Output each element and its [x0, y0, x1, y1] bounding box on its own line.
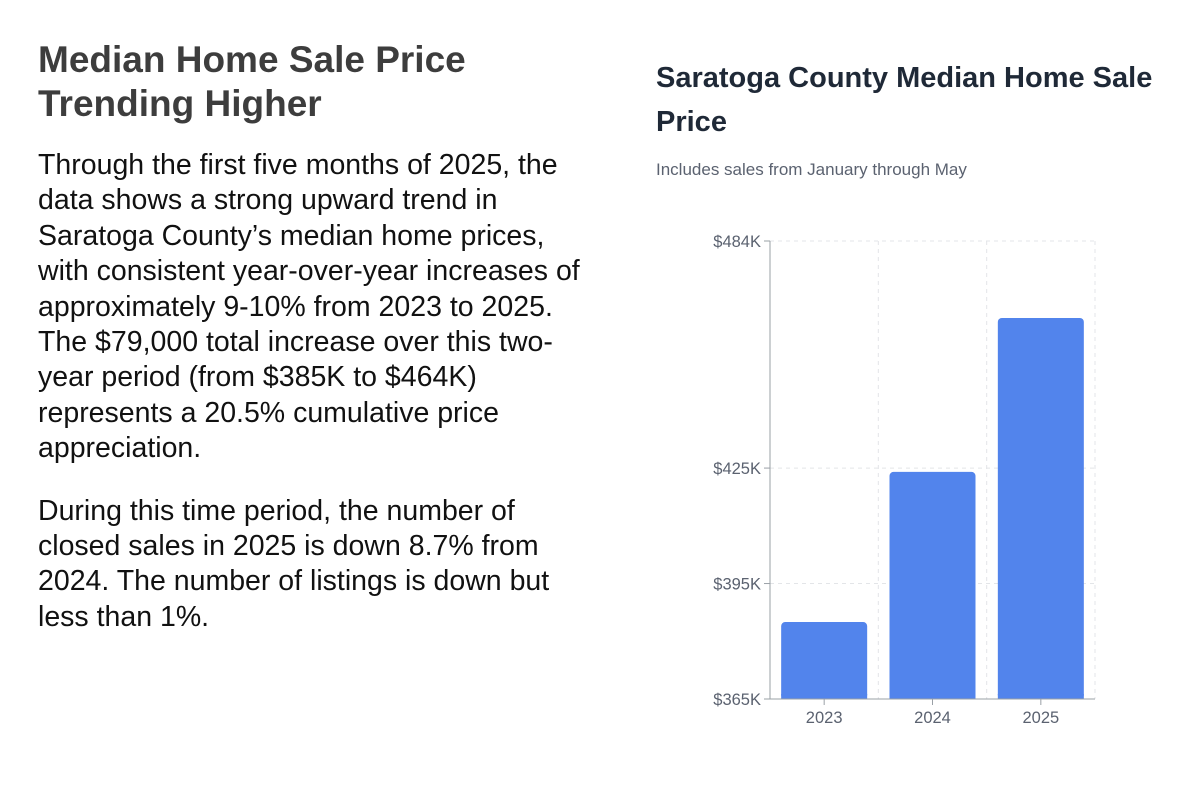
- bar-base-2024: [889, 694, 976, 699]
- bar-base-2023: [781, 694, 868, 699]
- y-tick-label: $484K: [713, 233, 761, 251]
- x-tick-label: 2024: [914, 709, 951, 727]
- bar-2025: [997, 317, 1084, 699]
- bar-2024: [889, 471, 976, 699]
- chart-header: Saratoga County Median Home Sale Price I…: [656, 56, 1176, 180]
- article-paragraph-2: During this time period, the number of c…: [38, 494, 550, 633]
- bar-chart: $365K $395K $425K $484K 2023 2024 2025: [713, 233, 1096, 727]
- chart-subtitle: Includes sales from January through May: [656, 160, 967, 179]
- bar-2023: [781, 622, 868, 699]
- x-tick-label: 2023: [806, 709, 843, 727]
- x-tick-label: 2025: [1022, 709, 1059, 727]
- bar-base-2025: [997, 694, 1084, 699]
- y-tick-label: $425K: [713, 460, 761, 478]
- y-tick-label: $395K: [713, 576, 761, 594]
- article: Median Home Sale Price Trending Higher T…: [38, 38, 598, 662]
- article-paragraph-1: Through the first five months of 2025, t…: [38, 149, 580, 465]
- y-tick-label: $365K: [713, 691, 761, 709]
- chart-title: Saratoga County Median Home Sale Price: [656, 62, 1153, 138]
- article-heading: Median Home Sale Price Trending Higher: [38, 39, 466, 124]
